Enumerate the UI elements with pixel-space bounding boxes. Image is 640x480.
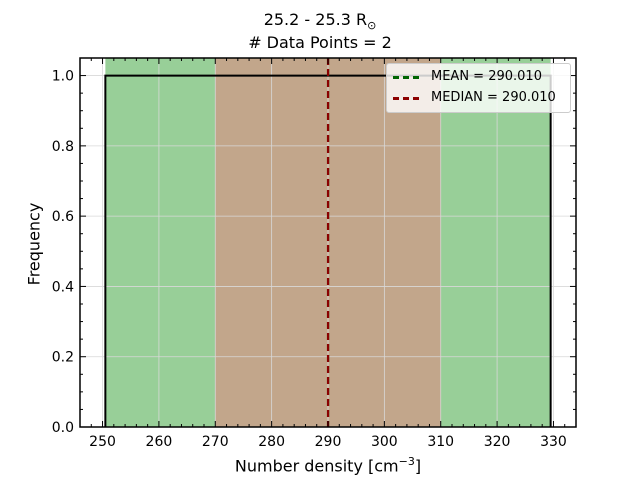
y-axis-label: Frequency (24, 202, 44, 286)
x-tick-label: 310 (427, 434, 454, 450)
x-tick-label: 270 (202, 434, 229, 450)
legend: MEAN = 290.010 MEDIAN = 290.010 (386, 63, 571, 113)
x-tick-label: 300 (371, 434, 398, 450)
legend-label-median: MEDIAN = 290.010 (431, 90, 556, 105)
x-tick-label: 290 (315, 434, 342, 450)
grid-lines (80, 58, 576, 428)
chart-title-line1: 25.2 - 25.3 R⊙ (263, 10, 377, 33)
y-tick-label: 0.6 (52, 209, 74, 225)
y-tick-label: 0.4 (52, 279, 74, 295)
y-tick-label: 1.0 (52, 69, 74, 85)
shaded-region-2 (440, 58, 551, 427)
legend-label-mean: MEAN = 290.010 (431, 69, 542, 84)
y-tick-label: 0.8 (52, 139, 74, 155)
x-tick-label: 280 (258, 434, 285, 450)
x-tick-label: 250 (89, 434, 116, 450)
shaded-region-0 (105, 58, 216, 427)
x-tick-label: 330 (540, 434, 567, 450)
y-tick-label: 0.0 (52, 420, 74, 436)
legend-swatch-mean (393, 76, 419, 79)
chart-title-line2: # Data Points = 2 (248, 33, 392, 52)
y-tick-label: 0.2 (52, 350, 74, 366)
legend-swatch-median (393, 97, 419, 100)
plot-frame (79, 57, 577, 428)
x-axis-label: Number density [cm−3] (234, 455, 422, 476)
x-tick-label: 260 (146, 434, 173, 450)
x-tick-label: 320 (484, 434, 511, 450)
